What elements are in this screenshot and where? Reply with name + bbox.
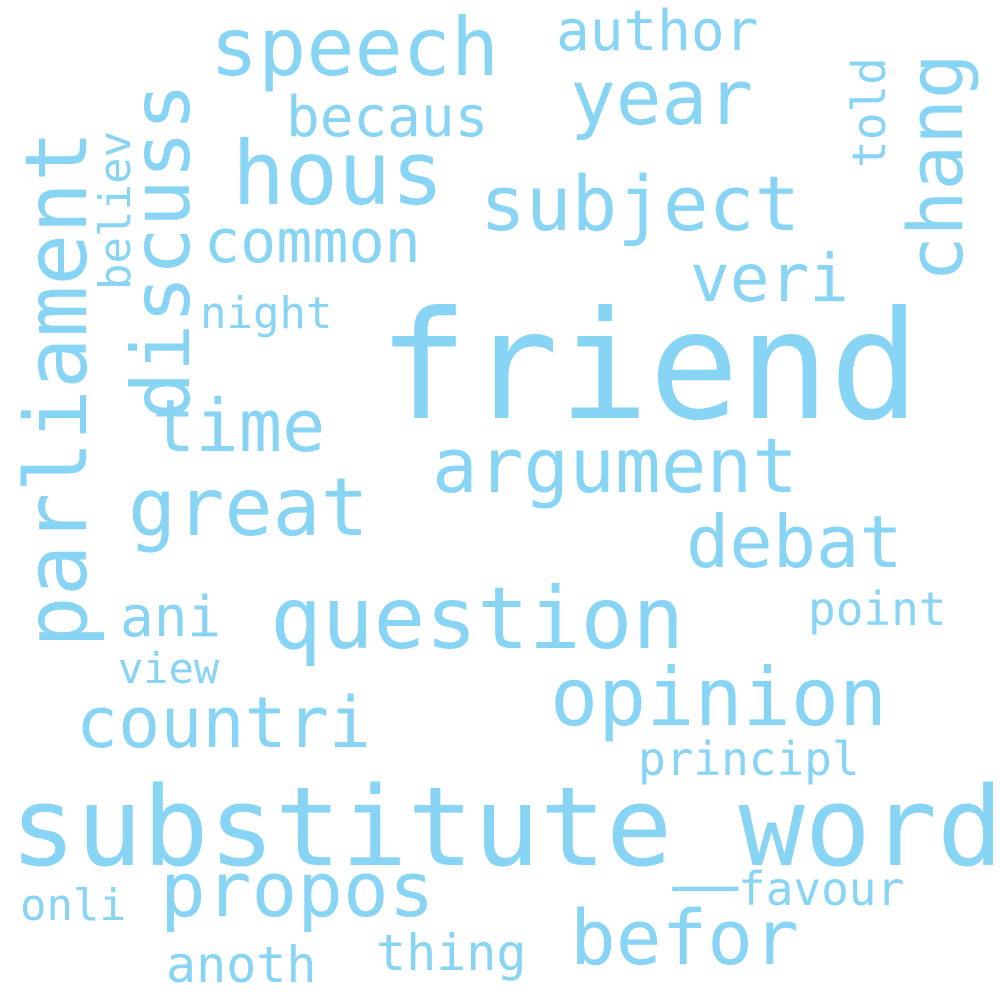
word-question: question bbox=[270, 569, 685, 669]
word-principl: principl bbox=[638, 732, 860, 786]
word-author: author bbox=[556, 0, 759, 64]
word-view: view bbox=[118, 644, 220, 693]
word-point: point bbox=[808, 582, 947, 636]
word-propos: propos bbox=[160, 845, 435, 934]
word-anoth: anoth bbox=[166, 936, 317, 994]
word-thing: thing bbox=[376, 924, 527, 982]
word-hous: hous bbox=[232, 122, 444, 225]
word-argument: argument bbox=[432, 421, 799, 510]
word-countri: countri bbox=[76, 682, 372, 764]
word-speech: speech bbox=[210, 1, 499, 94]
word-year: year bbox=[570, 53, 754, 142]
word-chang: chang bbox=[891, 53, 980, 282]
word-subject: subject bbox=[480, 159, 801, 248]
word-parliament: parliament bbox=[7, 130, 107, 648]
word-believ: believ bbox=[90, 131, 141, 290]
word-friend: friend bbox=[378, 280, 920, 454]
word-befor: befor bbox=[570, 893, 799, 982]
word-night: night bbox=[200, 288, 333, 339]
word-great: great bbox=[128, 461, 369, 554]
word-onli: onli bbox=[20, 880, 126, 931]
word-told: told bbox=[842, 57, 896, 168]
word-favour: favour bbox=[738, 862, 905, 916]
word-ani: ani bbox=[120, 585, 222, 650]
word-debat: debat bbox=[686, 500, 903, 584]
word-veri: veri bbox=[690, 240, 849, 317]
word-becaus: becaus bbox=[286, 85, 489, 150]
word-substitute-word: substitute_word bbox=[10, 763, 1000, 891]
word-opinion: opinion bbox=[550, 651, 888, 744]
word-common: common bbox=[204, 207, 421, 277]
word-time: time bbox=[152, 384, 326, 468]
